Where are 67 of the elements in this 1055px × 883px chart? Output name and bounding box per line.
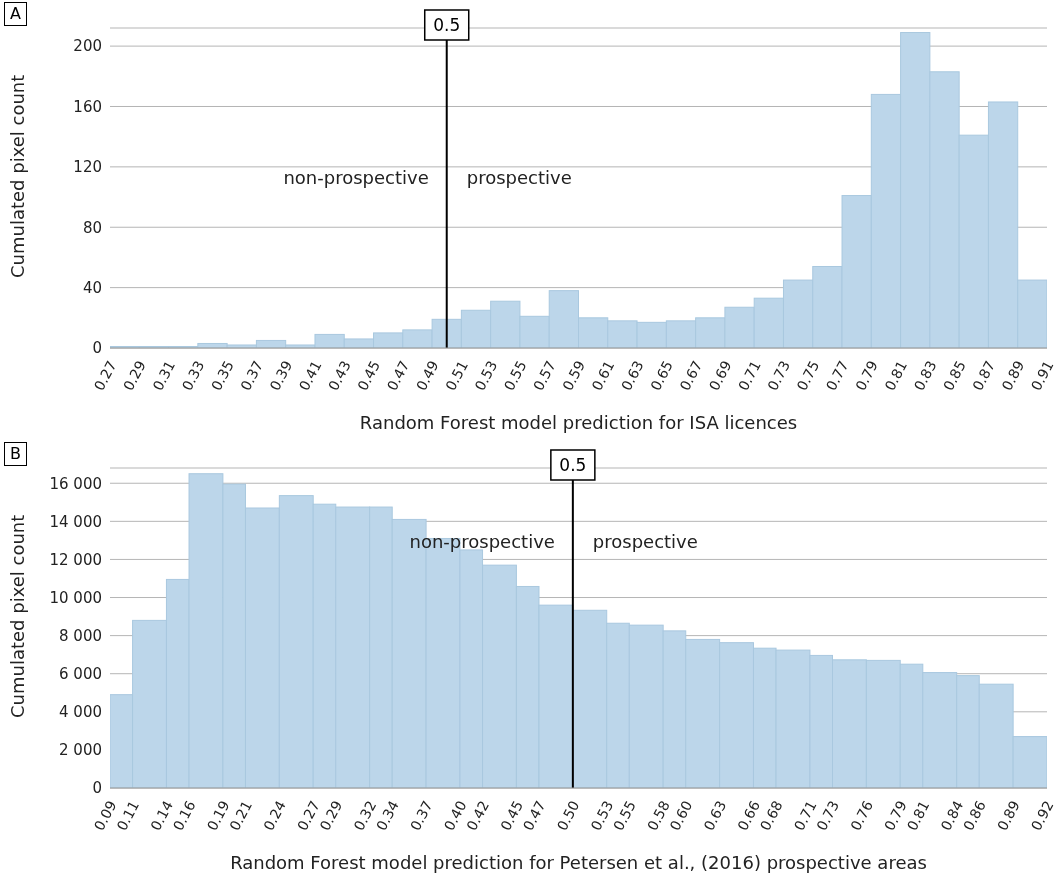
- x-tick-label: 0.35: [207, 358, 237, 394]
- x-tick-label: 0.47: [383, 358, 413, 394]
- x-tick-label: 0.49: [412, 358, 442, 394]
- x-axis-title: Random Forest model prediction for ISA licences: [358, 412, 799, 433]
- y-tick-label: 16 000: [49, 474, 102, 493]
- x-tick-label: 0.71: [735, 358, 764, 394]
- y-tick-label: 14 000: [49, 512, 102, 531]
- text: A: [4, 2, 27, 26]
- x-tick-label: 0.65: [647, 358, 676, 394]
- x-tick-label: 0.37: [406, 798, 436, 834]
- x-tick-label: 0.83: [910, 358, 940, 394]
- x-tick-label: 0.29: [120, 358, 149, 394]
- y-tick-label: 0: [92, 339, 102, 358]
- x-tick-label: 0.33: [178, 358, 208, 394]
- ref-line-label: 0.5: [559, 455, 587, 475]
- x-tick-label: 0.61: [588, 358, 618, 394]
- x-tick-label: 0.63: [700, 798, 730, 834]
- y-tick-label: 120: [73, 158, 102, 177]
- x-tick-label: 0.77: [822, 358, 852, 394]
- annotation: prospective: [466, 166, 572, 191]
- text: B: [4, 442, 27, 466]
- y-tick-label: 4 000: [59, 703, 102, 722]
- x-tick-label: 0.92: [1027, 798, 1055, 834]
- x-tick-label: 0.85: [940, 358, 969, 394]
- y-axis-title: Cumulated pixel count: [7, 74, 29, 278]
- x-tick-label: 0.81: [881, 358, 911, 394]
- annotation: non-prospective: [283, 166, 429, 191]
- x-tick-label: 0.91: [1027, 358, 1055, 394]
- y-tick-label: 10 000: [49, 588, 102, 607]
- y-tick-label: 6 000: [59, 665, 102, 684]
- y-axis-title: Cumulated pixel count: [7, 514, 29, 718]
- x-tick-label: 0.31: [149, 358, 179, 394]
- x-tick-label: 0.53: [471, 358, 501, 394]
- x-tick-label: 0.24: [260, 798, 289, 834]
- x-tick-label: 0.59: [559, 358, 589, 394]
- x-tick-label: 0.87: [969, 358, 999, 394]
- x-tick-label: 0.73: [764, 358, 794, 394]
- x-tick-label: 0.37: [237, 358, 267, 394]
- y-tick-label: 12 000: [49, 550, 102, 569]
- x-tick-label: 0.89: [993, 798, 1023, 834]
- x-tick-label: 0.50: [553, 798, 583, 834]
- x-tick-label: 0.69: [705, 358, 735, 394]
- y-tick-label: 2 000: [59, 741, 102, 760]
- y-tick-label: 200: [73, 37, 102, 56]
- x-tick-label: 0.67: [676, 358, 706, 394]
- y-tick-label: 160: [73, 97, 102, 116]
- y-tick-label: 8 000: [59, 626, 102, 645]
- x-tick-label: 0.39: [266, 358, 296, 394]
- x-tick-label: 0.41: [295, 358, 325, 394]
- annotation: prospective: [592, 529, 698, 554]
- x-tick-label: 0.57: [530, 358, 559, 394]
- x-tick-label: 0.45: [354, 358, 384, 394]
- ref-line-label: 0.5: [433, 15, 461, 35]
- y-tick-label: 80: [82, 218, 102, 237]
- x-tick-label: 0.63: [617, 358, 647, 394]
- x-tick-label: 0.27: [90, 358, 120, 394]
- x-tick-label: 0.79: [852, 358, 881, 394]
- y-tick-label: 0: [92, 779, 102, 798]
- y-tick-label: 40: [82, 278, 102, 297]
- x-tick-label: 0.75: [793, 358, 823, 394]
- x-tick-label: 0.76: [847, 798, 877, 834]
- x-tick-label: 0.55: [500, 358, 530, 394]
- x-tick-label: 0.89: [998, 358, 1028, 394]
- x-tick-label: 0.51: [442, 358, 471, 394]
- x-axis-title: Random Forest model prediction for Petersen et al., (2016) prospective areas: [229, 852, 928, 873]
- x-tick-label: 0.43: [325, 358, 354, 394]
- annotation: non-prospective: [409, 529, 555, 554]
